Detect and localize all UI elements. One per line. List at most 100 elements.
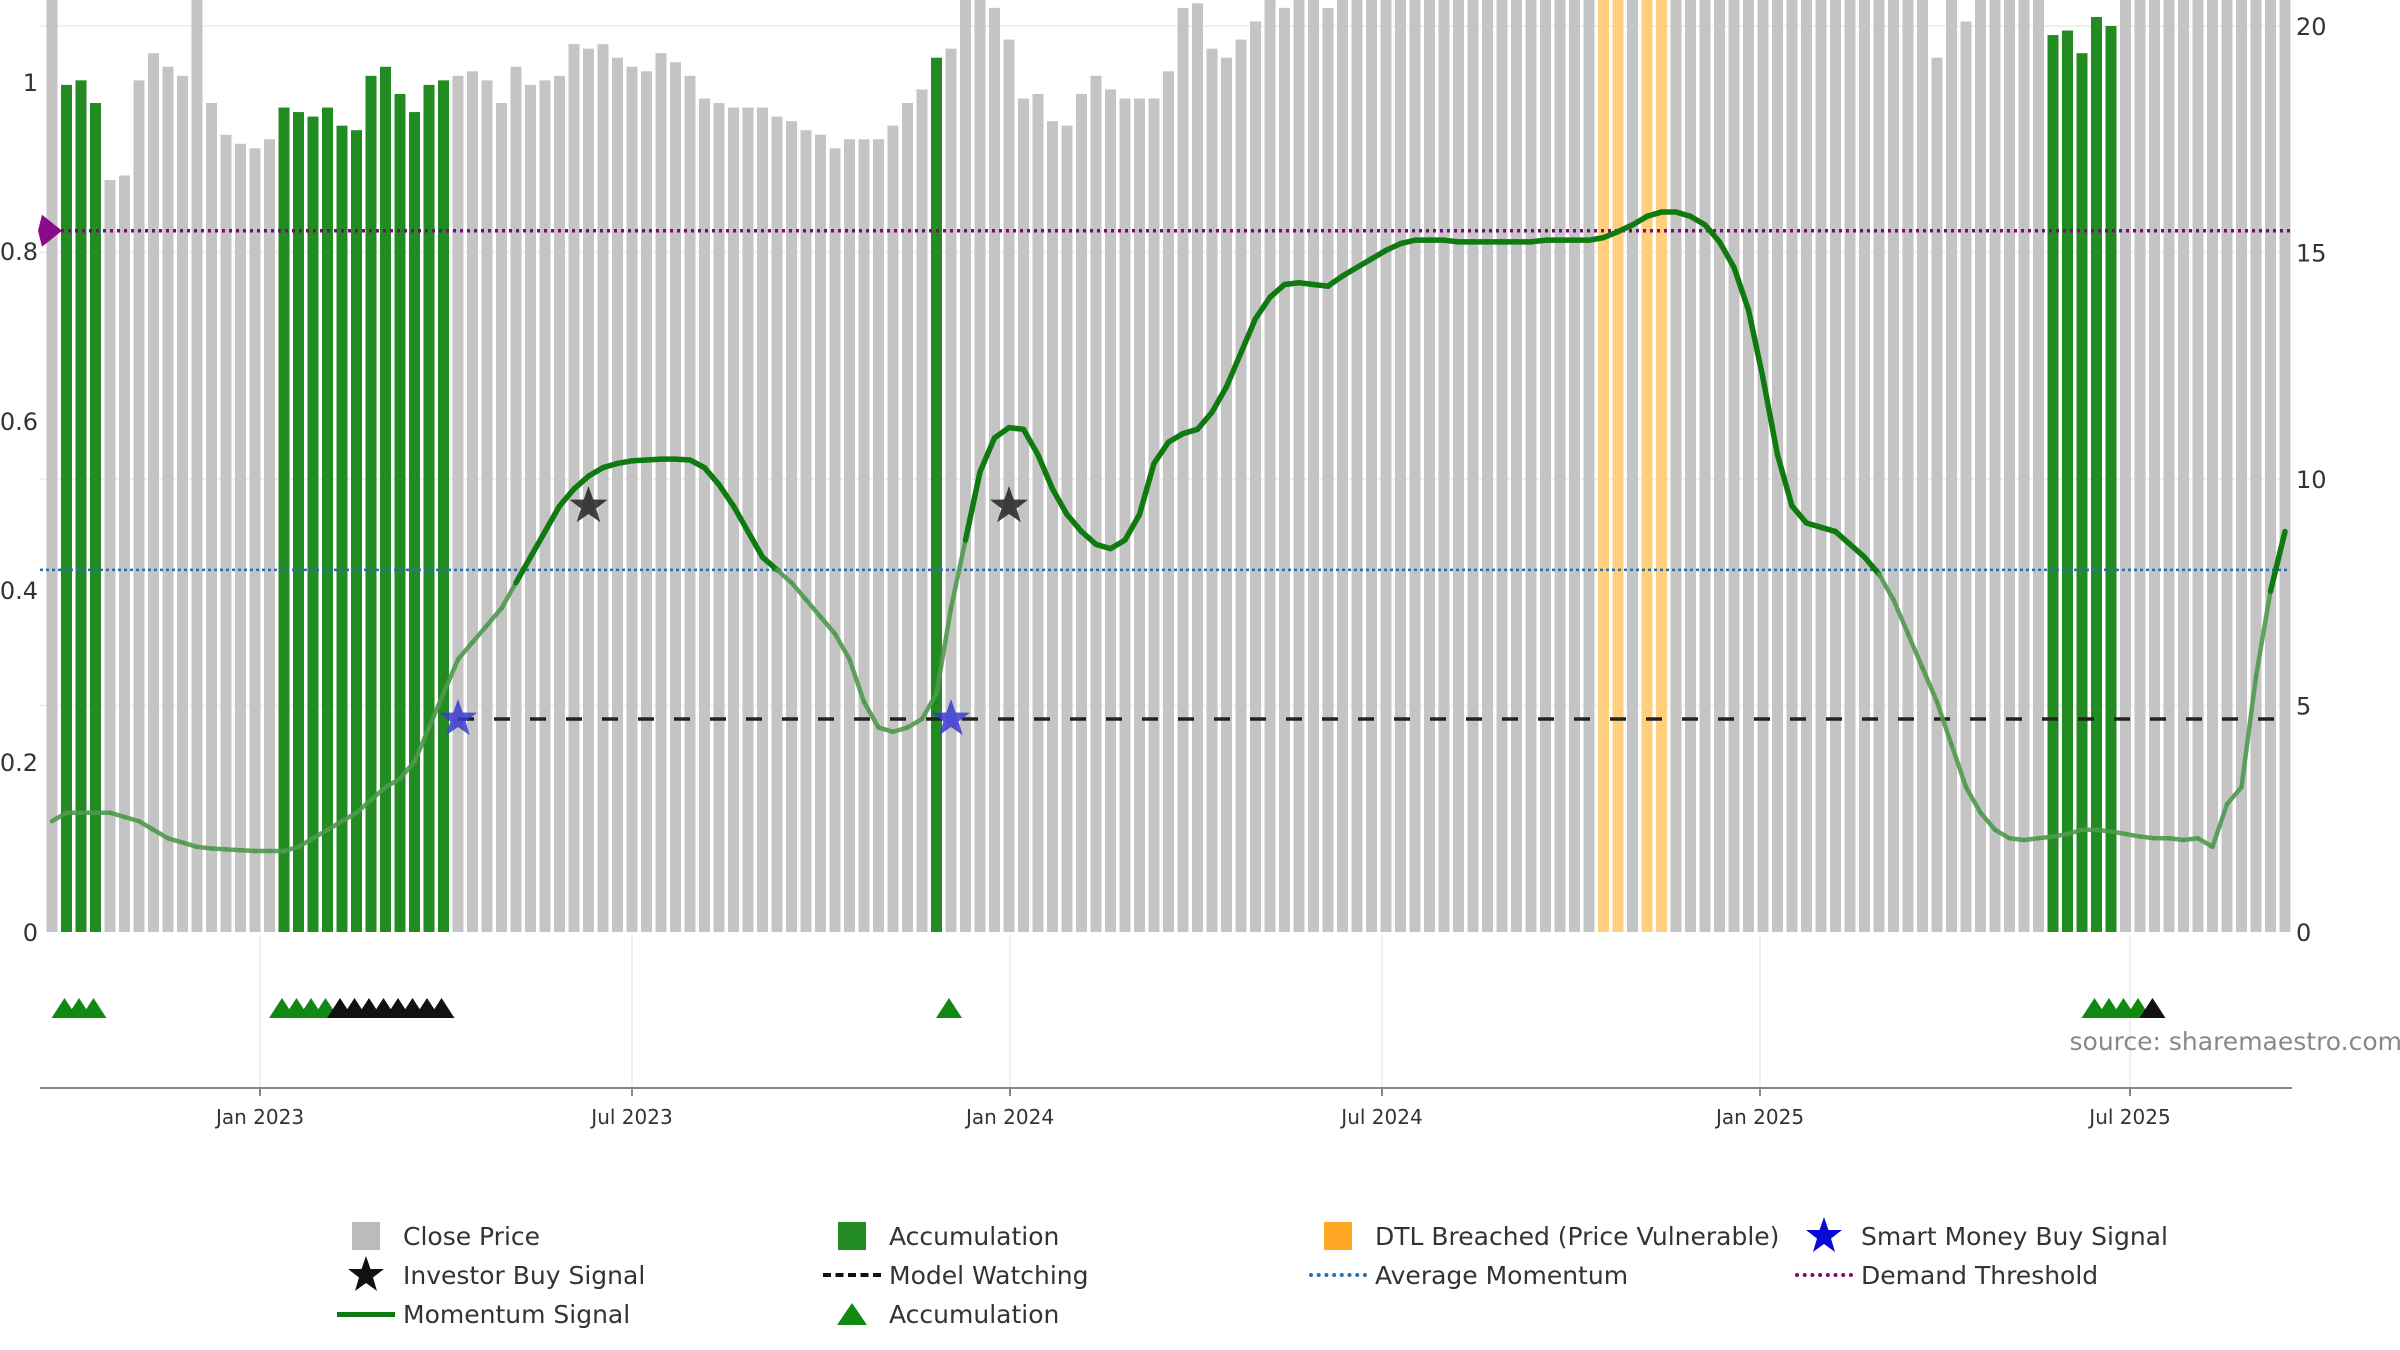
price-bar: [1308, 0, 1319, 933]
right-tick-label: 5: [2296, 693, 2311, 721]
price-bar: [612, 57, 623, 932]
price-bar: [2105, 26, 2117, 932]
price-bar: [1424, 0, 1435, 932]
price-bar: [220, 134, 232, 933]
smart-money-buy-signal: [439, 699, 477, 736]
accumulation-marker: [428, 998, 455, 1018]
momentum-segment: [368, 784, 388, 803]
price-bar: [1641, 0, 1653, 932]
price-bar: [1525, 0, 1537, 932]
price-bar: [1351, 0, 1363, 932]
price-bar: [1757, 0, 1769, 932]
price-bar: [786, 121, 797, 932]
momentum-segment: [948, 537, 968, 611]
momentum-segment: [455, 640, 475, 662]
price-bar: [2076, 53, 2088, 933]
price-bar: [1743, 0, 1754, 932]
momentum-segment: [1774, 452, 1795, 509]
momentum-segment: [1209, 383, 1230, 416]
momentum-segment: [919, 691, 939, 722]
price-bar: [525, 84, 536, 932]
investor-buy-signal: [569, 486, 608, 523]
momentum-segment: [122, 814, 142, 824]
price-bar: [1612, 0, 1624, 933]
price-bar: [2134, 0, 2146, 933]
reference-lines: [38, 214, 2290, 721]
left-tick-label: 0: [23, 919, 38, 947]
price-bar: [61, 84, 72, 932]
price-bar: [2033, 0, 2044, 933]
momentum-segment: [1368, 247, 1389, 262]
momentum-segment: [310, 827, 330, 841]
investor-buy-signal: [990, 486, 1028, 523]
price-bars: [46, 0, 2291, 933]
price-bar: [1946, 0, 1957, 932]
x-tick-label: Jan 2023: [214, 1105, 304, 1129]
momentum-segment: [397, 759, 417, 781]
price-bar: [873, 139, 884, 932]
momentum-segment: [499, 580, 519, 611]
momentum-segment: [1354, 256, 1375, 271]
price-bar: [902, 103, 913, 932]
momentum-segment: [2166, 836, 2186, 843]
momentum-segment: [1992, 827, 2012, 841]
momentum-segment: [412, 725, 432, 764]
price-bar: [1873, 0, 1885, 932]
price-bar: [2192, 0, 2204, 932]
price-bar: [1989, 0, 2001, 933]
right-tick-label: 20: [2296, 13, 2327, 41]
buy-signals: [439, 486, 1028, 736]
momentum-signal: [49, 209, 2288, 854]
price-bar: [1786, 0, 1798, 932]
price-bar: [1598, 0, 1609, 933]
momentum-segment: [2036, 834, 2056, 841]
price-bar: [1177, 7, 1189, 932]
price-bar: [90, 103, 101, 932]
momentum-segment: [1861, 554, 1882, 577]
price-bar: [1627, 0, 1638, 933]
accumulation-marker: [2139, 998, 2166, 1018]
momentum-segment: [470, 623, 490, 645]
left-tick-label: 0.8: [0, 238, 38, 266]
price-bar: [2149, 0, 2160, 933]
momentum-segment: [890, 725, 910, 735]
price-bar: [409, 112, 420, 932]
price-bar: [1569, 0, 1580, 932]
momentum-segment: [1934, 699, 1954, 747]
momentum-segment: [1832, 528, 1853, 548]
price-bar: [1728, 0, 1740, 932]
momentum-segment: [1847, 541, 1868, 560]
price-bar: [771, 116, 783, 933]
price-bar: [510, 66, 522, 932]
price-bar: [1670, 0, 1682, 932]
momentum-segment: [1978, 810, 1998, 833]
momentum-segment: [1136, 460, 1157, 518]
momentum-segment: [905, 716, 925, 730]
momentum-segment: [962, 469, 983, 543]
momentum-segment: [1165, 430, 1186, 445]
axes: Jan 2023 Jul 2023 Jan 2024 Jul 2024 Jan 2025…: [0, 13, 2327, 1129]
x-tick-label: Jan 2024: [964, 1105, 1054, 1129]
price-bar: [2221, 0, 2233, 933]
price-bar: [1467, 0, 1479, 932]
price-bar: [1685, 0, 1696, 932]
momentum-segment: [789, 580, 809, 602]
momentum-segment: [1716, 239, 1737, 271]
price-bar: [1830, 0, 1841, 932]
price-bar: [1917, 0, 1928, 932]
price-bar: [2236, 0, 2247, 932]
momentum-segment: [1267, 281, 1288, 301]
momentum-segment: [1687, 213, 1708, 228]
price-bar: [438, 80, 449, 933]
price-bar: [177, 75, 188, 932]
price-bar: [423, 84, 435, 932]
momentum-segment: [1325, 273, 1346, 289]
momentum-segment: [527, 528, 548, 560]
price-bar: [452, 75, 464, 932]
price-bar: [1322, 7, 1334, 932]
price-bar: [249, 148, 261, 932]
price-bar: [1366, 0, 1377, 933]
momentum-segment: [1949, 742, 1969, 790]
price-bar: [1003, 39, 1015, 932]
